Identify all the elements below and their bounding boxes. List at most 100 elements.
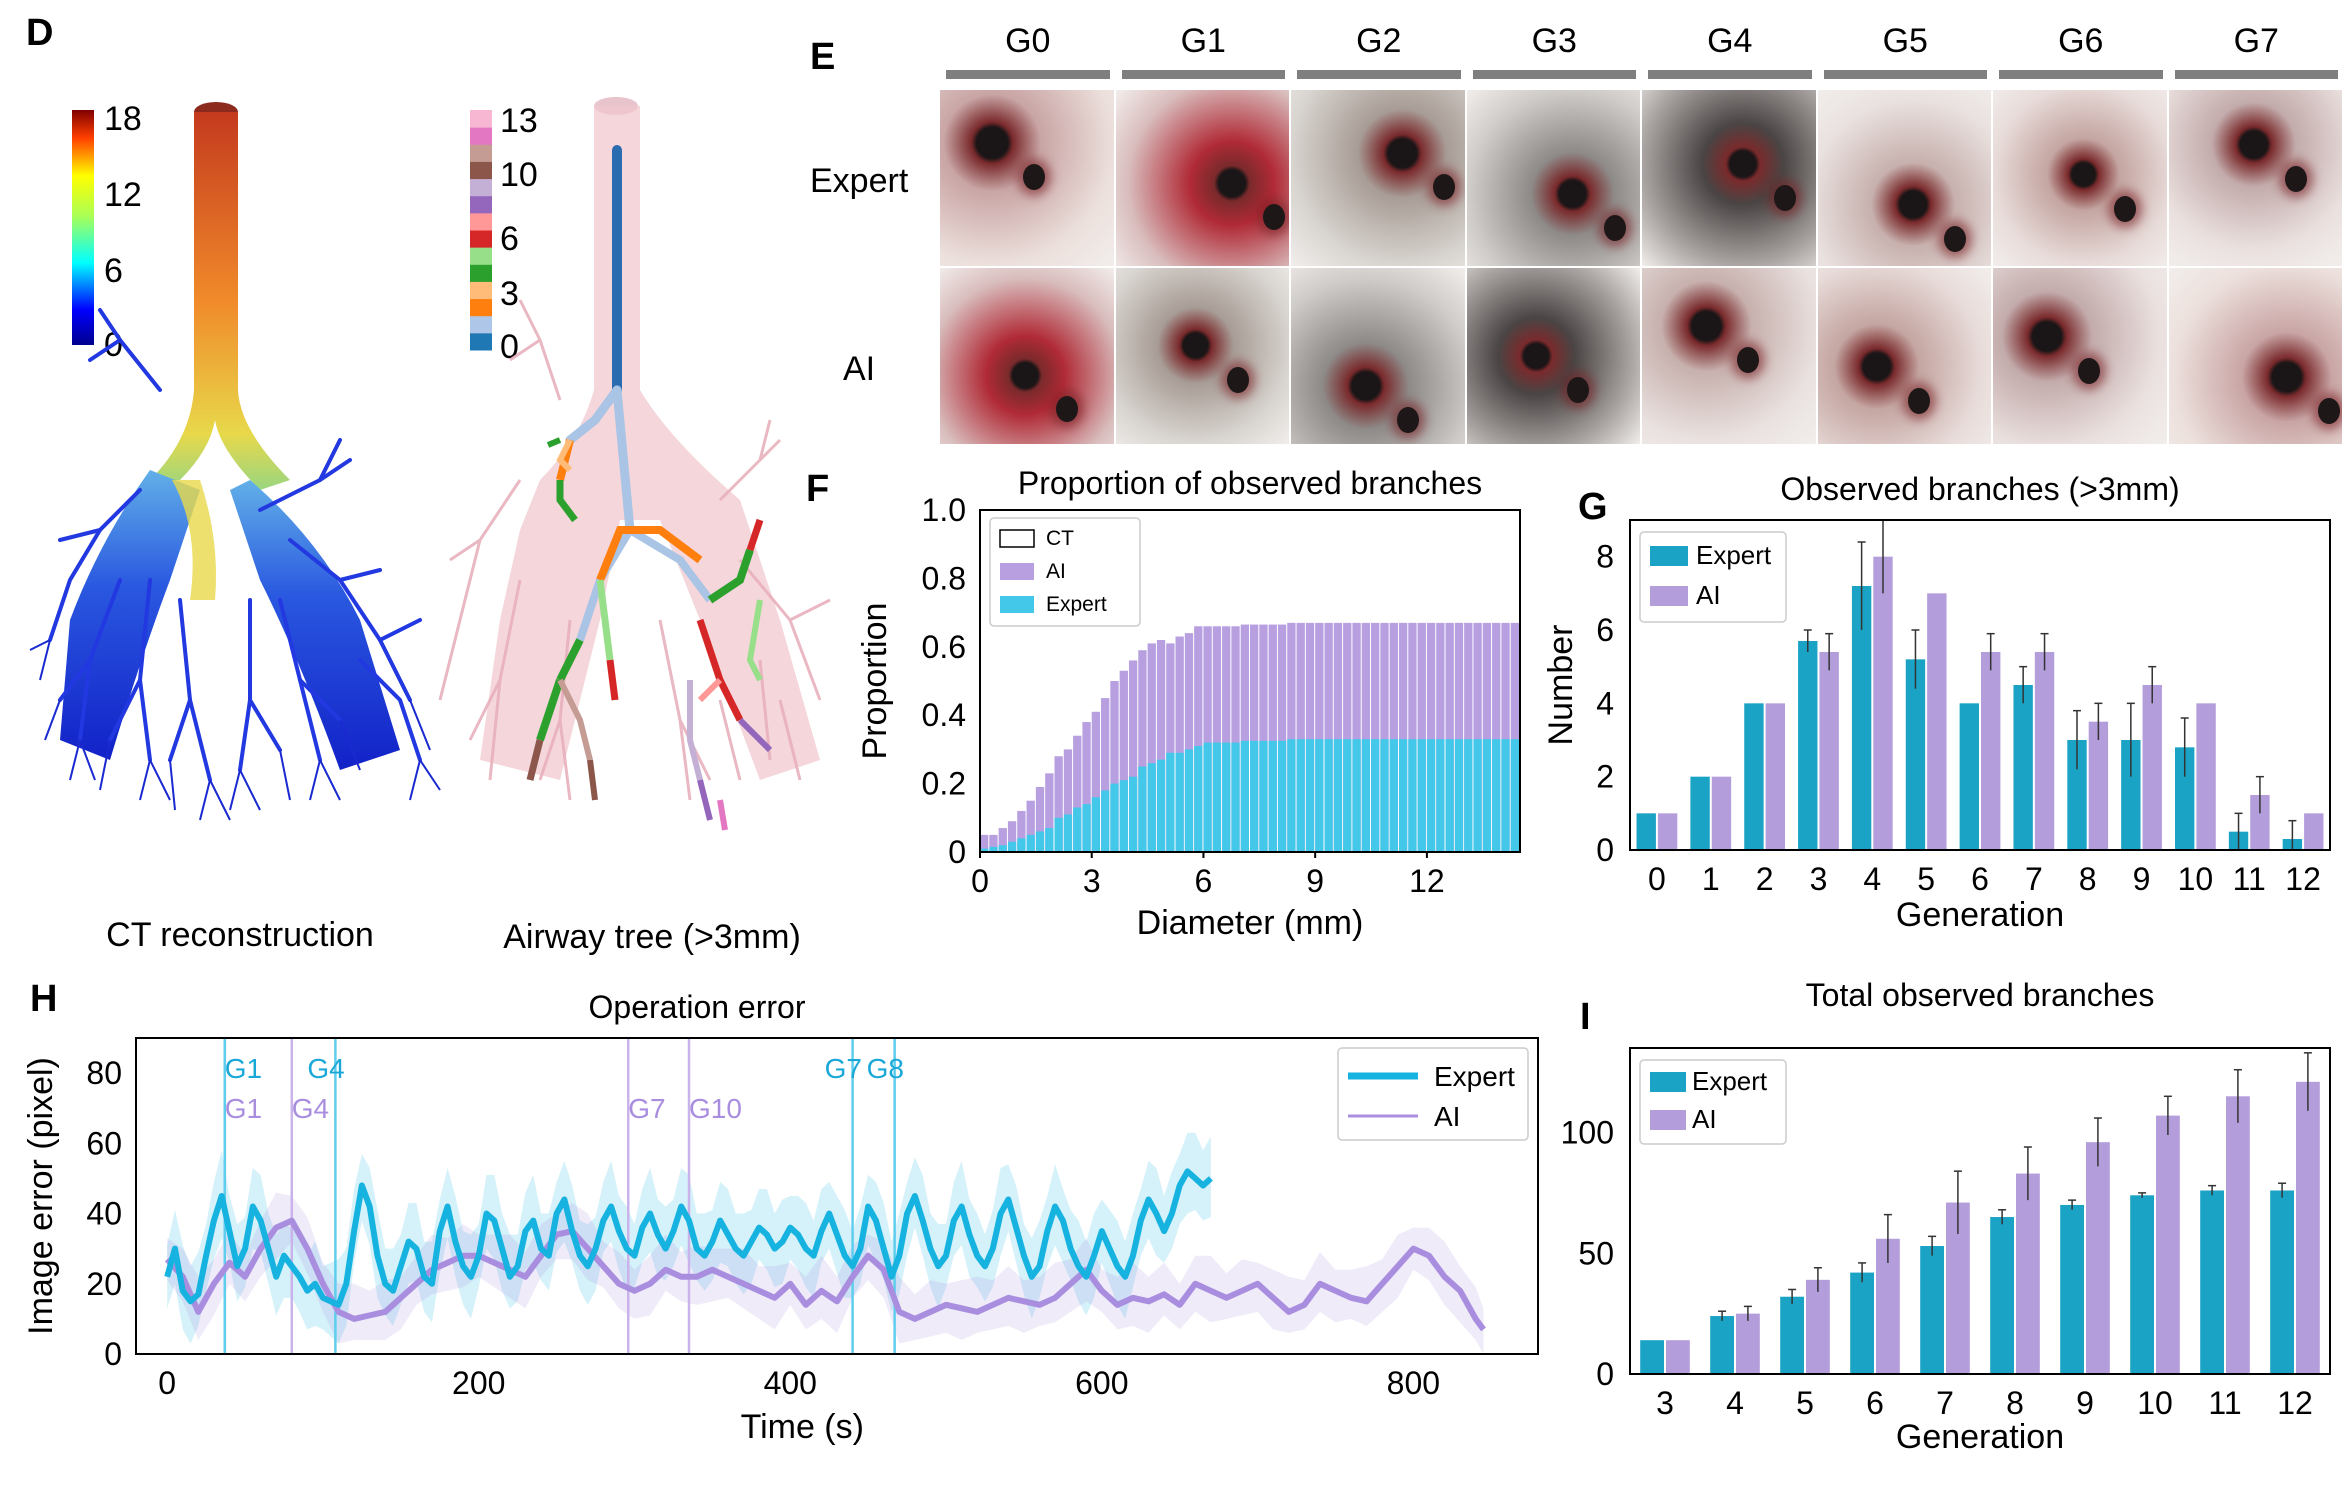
expert-bar [1119,780,1128,852]
legend-label: AI [1046,560,1066,583]
ai-bar [1398,622,1408,852]
airway-tree-render [438,97,831,831]
ai-bar [1873,556,1893,850]
colorbar-tick: 6 [104,252,123,290]
chart-g: Observed branches (>3mm)0 1 2 3 4 5 6 7 8 9 10 11 12… [1542,471,2331,934]
ai-bar [1184,633,1194,852]
y-tick-label: 80 [86,1055,122,1091]
generation-color-swatch [470,230,492,248]
expert-bar [1138,766,1147,852]
endoscopy-image-ai-g1 [1115,268,1289,444]
expert-bar [1333,739,1343,852]
ai-bar [1138,650,1147,852]
ai-bar [1268,624,1277,852]
legend-swatch [999,529,1035,548]
y-tick-label: 0 [104,1336,122,1372]
ai-bar [1445,622,1454,852]
expert-bar [2013,685,2033,850]
x-tick-label: 0 [158,1365,176,1401]
expert-marker-label: G8 [867,1053,904,1084]
y-tick-label: 0 [948,834,966,870]
column-header-g2: G2 [1356,22,1402,60]
legend-label: AI [1692,1104,1717,1134]
expert-bar [1259,740,1268,852]
expert-bar [1073,807,1082,852]
endoscopy-image-expert-g7 [2168,90,2342,266]
expert-bar [1361,739,1371,852]
x-axis-label: Time (s) [741,1408,864,1446]
ai-bar [2088,721,2109,850]
expert-bar [2200,1190,2224,1374]
x-tick-label: 5 [1796,1385,1814,1421]
ai-bar [1054,756,1063,852]
legend-swatch [1000,596,1034,613]
expert-bar [1426,739,1436,852]
endoscopy-image-ai-g0 [940,268,1114,444]
x-tick-label: 2 [1756,861,1774,897]
ai-bar [1250,624,1259,852]
x-tick-label: 4 [1863,861,1881,897]
column-header-g4: G4 [1707,22,1753,60]
expert-bar [1436,739,1445,852]
ai-bar [1352,622,1361,852]
ai-bar [1657,813,1678,850]
panel-letter-i: I [1580,996,1591,1038]
expert-marker-label: G4 [307,1053,344,1084]
expert-bar [1510,739,1519,852]
ct-airway-render [29,102,441,821]
ai-bar [1166,643,1175,852]
expert-bar [1798,641,1818,850]
expert-bar [1166,752,1175,852]
x-tick-label: 7 [1936,1385,1954,1421]
y-tick-label: 0.4 [922,697,966,733]
generation-color-swatch [470,247,492,265]
y-tick-label: 40 [86,1196,122,1232]
y-tick-label: 0.6 [922,629,966,665]
y-tick-label: 0 [1596,1356,1614,1392]
ai-bar [1380,622,1389,852]
x-tick-label: 4 [1726,1385,1744,1421]
chart-title: Observed branches (>3mm) [1780,471,2179,507]
ai-bar [1110,681,1119,852]
expert-bar [989,846,998,852]
ai-bar [998,828,1007,852]
row-label-ai: AI [843,350,876,388]
y-tick-label: 0.8 [922,560,966,596]
ai-marker-label: G10 [689,1093,742,1124]
y-tick-label: 20 [86,1266,122,1302]
ai-bar [2034,652,2055,850]
chart-title: Proportion of observed branches [1018,465,1482,501]
ai-bar [1389,622,1398,852]
colorbar-tick: 12 [104,176,142,214]
column-header-g0: G0 [1005,22,1051,60]
chart-f: Proportion of observed branches 0 3 6 9 12 0 0.… [860,465,1521,942]
chart-i: Total observed branches 3 4 5 6 7 8 9 10 11 12 0 50 1… [1561,977,2331,1456]
ai-bar [1927,593,1947,850]
generation-color-swatch [470,315,492,334]
airway-tree-label: Airway tree (>3mm) [503,918,801,956]
ai-error-band [167,1192,1484,1354]
panel-letter-g: G [1578,486,1608,528]
ct-reconstruction-label: CT reconstruction [106,916,374,954]
x-tick-label: 0 [971,863,989,899]
endoscopy-image-expert-g1 [1115,90,1289,266]
expert-bar [1156,759,1166,852]
y-axis-label: Number [1542,625,1580,746]
expert-bar [1017,838,1026,852]
ai-bar [1981,652,2001,850]
expert-bar [1398,739,1408,852]
expert-bar [1250,740,1259,852]
ai-bar [2226,1096,2250,1374]
x-axis-label: Generation [1896,1418,2064,1456]
ai-bar [1324,622,1333,852]
legend-label: CT [1046,527,1074,550]
ai-bar [1371,622,1380,852]
ai-bar [2196,703,2216,850]
expert-bar [1082,804,1091,852]
column-header-bar [1297,70,1461,79]
ai-bar [2304,813,2324,850]
x-axis-label: Generation [1896,896,2064,934]
column-header-bar [1648,70,1812,79]
expert-bar [1473,739,1482,852]
ai-bar [1464,622,1473,852]
